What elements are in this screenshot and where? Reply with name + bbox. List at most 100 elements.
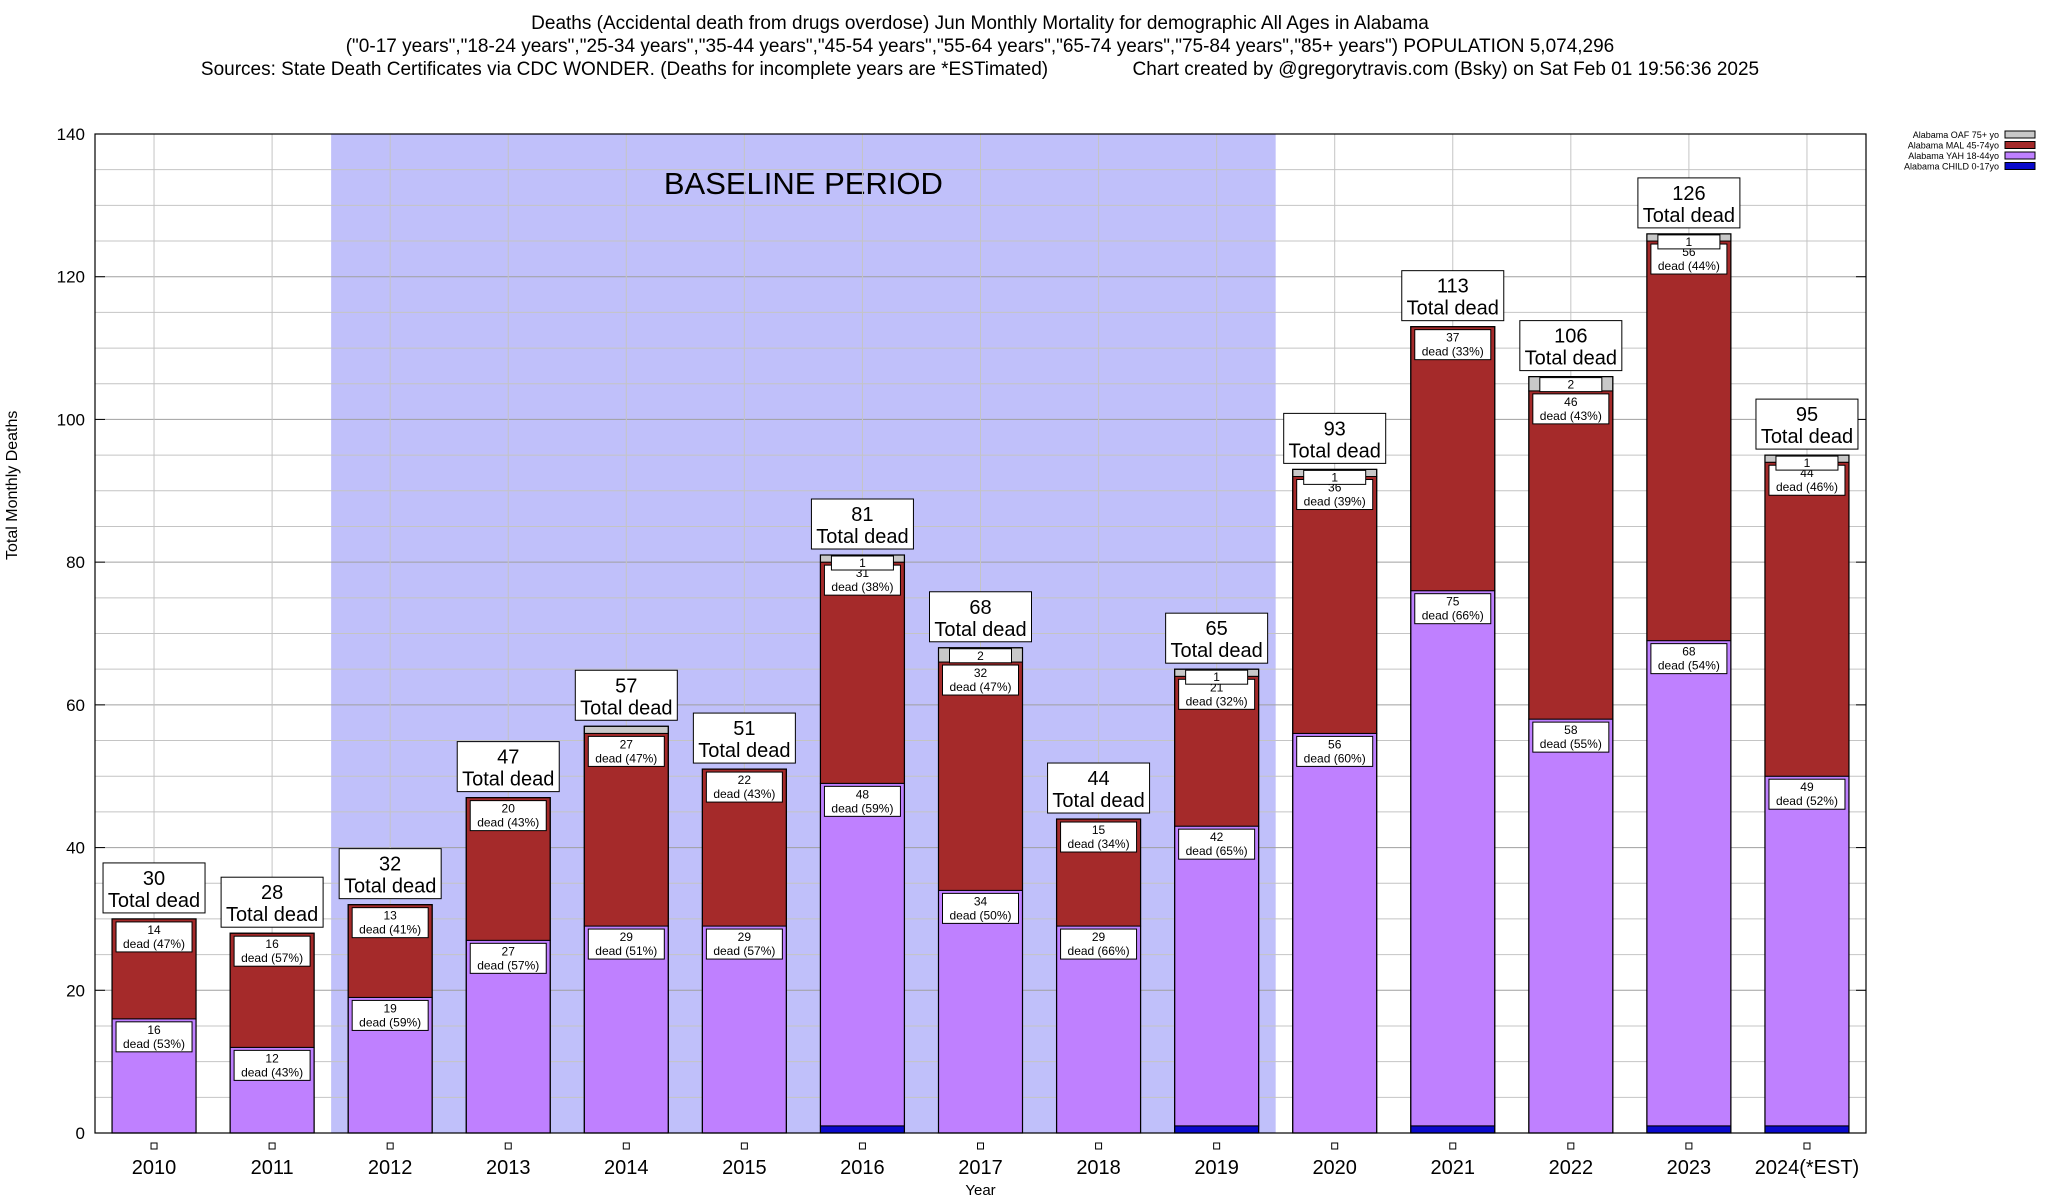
data-label-box — [942, 664, 1019, 696]
x-tick-label: 2010 — [132, 1157, 177, 1179]
y-tick-label: 140 — [57, 125, 85, 144]
data-label-count: 22 — [738, 773, 752, 787]
data-label-percent: dead (43%) — [241, 1065, 303, 1079]
bar-segment — [819, 1125, 905, 1134]
data-label-count: 58 — [1564, 723, 1578, 737]
y-tick-label: 80 — [66, 553, 85, 572]
legend-label: Alabama MAL 45-74yo — [1908, 141, 1999, 151]
legend-label: Alabama OAF 75+ yo — [1913, 130, 1999, 140]
data-label-count: 1 — [1804, 456, 1811, 470]
total-label-value: 44 — [1087, 768, 1109, 790]
bar-segment — [1410, 1125, 1496, 1134]
data-label-percent: dead (66%) — [1068, 944, 1130, 958]
data-label-percent: dead (33%) — [1422, 345, 1484, 359]
total-label-box — [810, 498, 914, 550]
y-tick-label: 40 — [66, 839, 85, 858]
bar-segment — [1528, 718, 1614, 1134]
total-label-text: Total dead — [1407, 298, 1499, 320]
data-label-count: 49 — [1800, 780, 1814, 794]
data-label-percent: dead (66%) — [1422, 609, 1484, 623]
x-tick-label: 2012 — [368, 1157, 413, 1179]
data-label-box — [1414, 593, 1492, 625]
bar-segment — [1764, 775, 1850, 1127]
data-label-percent: dead (57%) — [477, 958, 539, 972]
total-label-value: 126 — [1672, 183, 1705, 205]
legend-swatch — [2004, 151, 2036, 160]
total-label-text: Total dead — [108, 890, 200, 912]
x-tick-marker — [1803, 1142, 1811, 1150]
data-label-box — [1539, 377, 1603, 393]
data-label-percent: dead (38%) — [831, 580, 893, 594]
legend-swatch — [2004, 141, 2036, 149]
bar-segment — [1292, 476, 1378, 734]
bar-segment — [1764, 1125, 1850, 1134]
bar-segment — [701, 925, 787, 1134]
data-label-box — [587, 735, 665, 767]
data-label-percent: dead (51%) — [595, 944, 657, 958]
title-line-2: ("0-17 years","18-24 years","25-34 years… — [345, 36, 1615, 57]
chart-title: Deaths (Accidental death from drugs over… — [0, 12, 1960, 81]
data-label-percent: dead (57%) — [713, 944, 775, 958]
data-label-box — [233, 935, 311, 967]
data-label-percent: dead (53%) — [123, 1037, 185, 1051]
data-label-percent: dead (32%) — [1186, 694, 1248, 708]
total-label-value: 93 — [1324, 418, 1346, 440]
data-label-box — [830, 555, 894, 571]
title-line-1: Deaths (Accidental death from drugs over… — [531, 13, 1429, 34]
data-label-box — [1303, 469, 1367, 485]
data-label-percent: dead (52%) — [1776, 794, 1838, 808]
data-label-count: 19 — [383, 1001, 397, 1015]
data-label-box — [587, 928, 665, 960]
data-label-percent: dead (59%) — [831, 801, 893, 815]
data-label-box — [705, 928, 783, 960]
x-tick-label: 2014 — [604, 1157, 649, 1179]
data-label-count: 13 — [383, 909, 397, 923]
data-label-box — [1060, 928, 1138, 960]
data-label-box — [1768, 778, 1846, 810]
total-label-text: Total dead — [462, 769, 554, 791]
data-label-count: 1 — [1331, 470, 1338, 484]
data-label-count: 29 — [738, 930, 752, 944]
data-label-count: 27 — [502, 944, 516, 958]
data-label-box — [351, 999, 429, 1031]
x-tick-marker — [386, 1142, 394, 1150]
data-label-percent: dead (54%) — [1658, 659, 1720, 673]
data-label-box — [1650, 643, 1728, 675]
x-axis-label: Year — [965, 1182, 995, 1199]
bar-segment — [1410, 590, 1496, 1127]
data-label-percent: dead (34%) — [1068, 837, 1130, 851]
y-tick-label: 0 — [76, 1124, 85, 1143]
y-tick-label: 60 — [66, 696, 85, 715]
bar-segment — [1646, 640, 1732, 1127]
total-label-box — [1047, 762, 1151, 814]
bar-segment — [583, 725, 669, 734]
data-label-percent: dead (55%) — [1540, 737, 1602, 751]
x-tick-marker — [1095, 1142, 1103, 1150]
data-label-box — [1185, 669, 1249, 685]
total-label-text: Total dead — [1289, 440, 1381, 462]
data-label-count: 68 — [1682, 645, 1696, 659]
bar-segment — [1646, 1125, 1732, 1134]
legend-label: Alabama YAH 18-44yo — [1908, 151, 1999, 161]
total-label-value: 113 — [1437, 276, 1469, 298]
total-label-value: 51 — [733, 718, 755, 740]
data-label-percent: dead (39%) — [1304, 495, 1366, 509]
x-tick-marker — [1213, 1142, 1221, 1150]
x-tick-label: 2023 — [1667, 1157, 1712, 1179]
total-label-text: Total dead — [1761, 426, 1853, 448]
bar-segment — [1646, 240, 1732, 642]
total-label-text: Total dead — [698, 740, 790, 762]
data-label-box — [115, 1021, 193, 1053]
data-label-box — [1657, 234, 1721, 250]
bar-segment — [1174, 1125, 1260, 1134]
bar-segment — [1174, 825, 1260, 1127]
total-label-value: 95 — [1796, 404, 1818, 426]
data-label-count: 1 — [859, 556, 866, 570]
y-tick-label: 120 — [57, 268, 85, 287]
x-tick-marker — [858, 1142, 866, 1150]
bar-segment — [1410, 326, 1496, 592]
total-label-box — [102, 862, 206, 914]
x-tick-label: 2015 — [722, 1157, 767, 1179]
data-label-box — [1414, 329, 1492, 361]
data-label-count: 1 — [1686, 235, 1693, 249]
